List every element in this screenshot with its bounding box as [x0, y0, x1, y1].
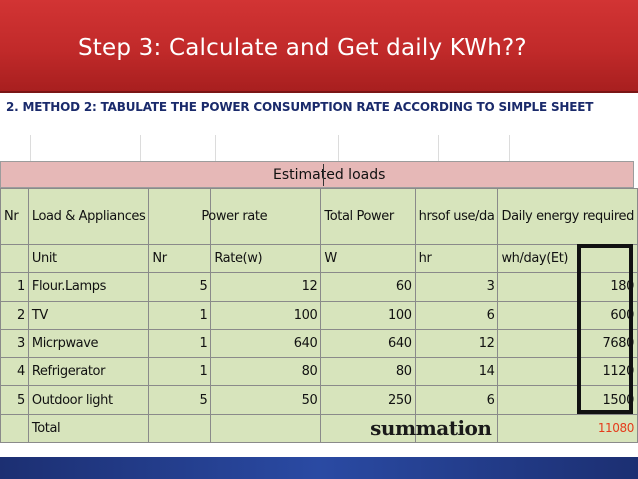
- total-value-cell[interactable]: 11080: [497, 413, 638, 444]
- row-qty[interactable]: 5: [148, 385, 212, 415]
- estimated-loads-banner[interactable]: Estimated loads: [0, 161, 634, 188]
- summation-cell[interactable]: summation: [370, 413, 499, 444]
- unit-nr[interactable]: Nr: [148, 243, 212, 274]
- grid-line: [509, 135, 510, 161]
- row-hrs[interactable]: 12: [414, 328, 499, 359]
- row-rate[interactable]: 12: [210, 272, 322, 302]
- header-total-power[interactable]: Total Power: [320, 188, 416, 245]
- bottom-bar: [0, 457, 638, 479]
- row-daily[interactable]: 1120: [497, 357, 638, 387]
- row-name[interactable]: Refrigerator: [27, 357, 150, 387]
- row-rate[interactable]: 50: [210, 385, 322, 415]
- row-nr[interactable]: 3: [0, 328, 29, 359]
- cell[interactable]: [320, 413, 416, 444]
- slide-subtitle: 2. METHOD 2: TABULATE THE POWER CONSUMPT…: [6, 99, 594, 114]
- row-qty[interactable]: 5: [148, 272, 212, 302]
- row-nr[interactable]: 2: [0, 300, 29, 330]
- unit-hrs[interactable]: hr: [414, 243, 499, 274]
- grid-line: [140, 135, 141, 161]
- row-rate[interactable]: 80: [210, 357, 322, 387]
- table-row: 5 Outdoor light 5 50 250 6 1500: [0, 385, 638, 415]
- row-daily[interactable]: 600: [497, 300, 638, 330]
- row-rate[interactable]: 640: [210, 328, 322, 359]
- header-daily[interactable]: Daily energy required: [497, 188, 638, 245]
- row-nr[interactable]: 1: [0, 272, 29, 302]
- grid-line: [215, 135, 216, 161]
- row-nr[interactable]: 5: [0, 385, 29, 415]
- row-rate[interactable]: 100: [210, 300, 322, 330]
- header-load[interactable]: Load & Appliances: [27, 188, 150, 245]
- unit-total[interactable]: W: [320, 243, 416, 274]
- grid-line: [30, 135, 31, 161]
- table-row: 1 Flour.Lamps 5 12 60 3 180: [0, 272, 638, 302]
- row-name[interactable]: Outdoor light: [27, 385, 150, 415]
- units-row: Unit Nr Rate(w) W hr wh/day(Et): [0, 243, 638, 274]
- row-hrs[interactable]: 3: [414, 272, 499, 302]
- row-nr[interactable]: 4: [0, 357, 29, 387]
- header-nr[interactable]: Nr: [0, 188, 29, 245]
- header-power-rate[interactable]: Power rate: [200, 188, 312, 245]
- sheet-blank-row: [0, 125, 638, 161]
- table-row: 3 Micrpwave 1 640 640 12 7680: [0, 328, 638, 359]
- row-total[interactable]: 60: [320, 272, 416, 302]
- row-qty[interactable]: 1: [148, 328, 212, 359]
- header-row: Nr Load & Appliances Power rate Total Po…: [0, 188, 638, 245]
- text-cursor: [323, 164, 324, 186]
- row-total[interactable]: 640: [320, 328, 416, 359]
- row-hrs[interactable]: 6: [414, 300, 499, 330]
- cell[interactable]: [0, 243, 29, 274]
- unit-load[interactable]: Unit: [27, 243, 150, 274]
- row-total[interactable]: 80: [320, 357, 416, 387]
- grid-line: [438, 135, 439, 161]
- row-qty[interactable]: 1: [148, 357, 212, 387]
- unit-rate[interactable]: Rate(w): [210, 243, 322, 274]
- cell[interactable]: [210, 413, 322, 444]
- cell[interactable]: [0, 413, 29, 444]
- row-daily[interactable]: 7680: [497, 328, 638, 359]
- row-name[interactable]: Flour.Lamps: [27, 272, 150, 302]
- slide-title: Step 3: Calculate and Get daily KWh??: [78, 35, 527, 61]
- grid-line: [338, 135, 339, 161]
- estimated-loads-label: Estimated loads: [273, 167, 386, 183]
- table-row: 4 Refrigerator 1 80 80 14 1120: [0, 357, 638, 387]
- cell[interactable]: [148, 413, 212, 444]
- row-hrs[interactable]: 14: [414, 357, 499, 387]
- row-qty[interactable]: 1: [148, 300, 212, 330]
- unit-daily[interactable]: wh/day(Et): [497, 243, 638, 274]
- title-bar: Step 3: Calculate and Get daily KWh??: [0, 0, 638, 93]
- row-daily[interactable]: 180: [497, 272, 638, 302]
- summation-label: summation: [370, 415, 492, 440]
- table-row: 2 TV 1 100 100 6 600: [0, 300, 638, 330]
- row-daily[interactable]: 1500: [497, 385, 638, 415]
- total-value: 11080: [597, 420, 635, 435]
- load-table: Nr Load & Appliances Power rate Total Po…: [0, 188, 638, 444]
- row-hrs[interactable]: 6: [414, 385, 499, 415]
- header-hrs[interactable]: hrsof use/da: [414, 188, 499, 245]
- total-row: Total summation 11080: [0, 413, 638, 444]
- total-label[interactable]: Total: [27, 413, 150, 444]
- row-name[interactable]: Micrpwave: [27, 328, 150, 359]
- row-name[interactable]: TV: [27, 300, 150, 330]
- row-total[interactable]: 250: [320, 385, 416, 415]
- row-total[interactable]: 100: [320, 300, 416, 330]
